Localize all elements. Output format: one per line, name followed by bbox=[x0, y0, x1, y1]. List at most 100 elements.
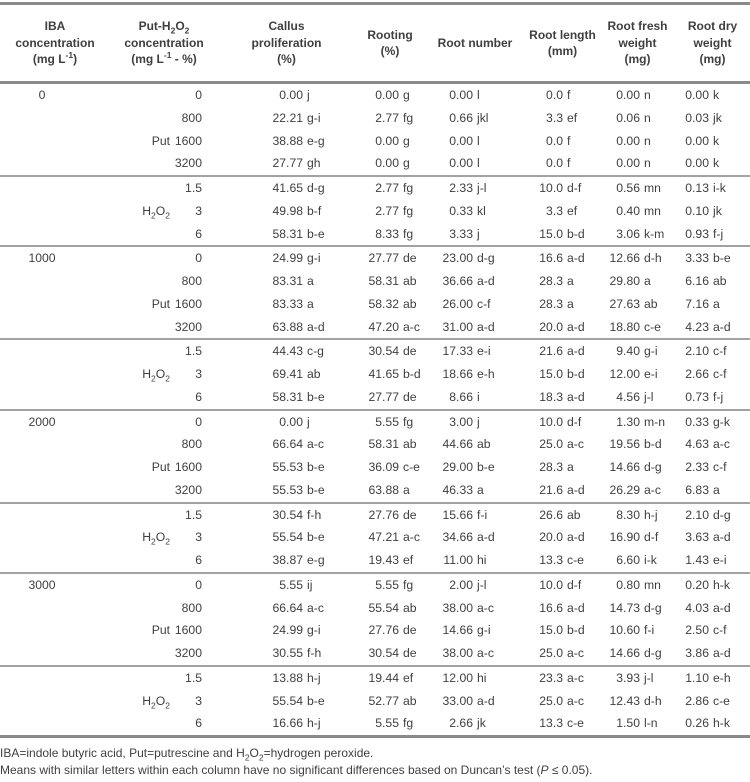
cell-root-length: 18.3 a-d bbox=[539, 389, 585, 404]
iba-block-0: 0 0 0.00 j 0.00 g 0.00 l 0.0 f 0.00 n 0.00 k 800 22.21 g… bbox=[0, 84, 750, 248]
table-row: 3200 63.88 a-d 47.20 a-c 31.00 a-d 20.0 a-d 18.80… bbox=[0, 316, 750, 339]
subgroup-put: 0 0 0.00 j 0.00 g 0.00 l 0.0 f 0.00 n 0.00 k 800 22.21 g… bbox=[0, 84, 750, 177]
cell-callus: 38.88 e-g bbox=[272, 133, 325, 148]
group-label bbox=[110, 549, 174, 572]
cell-root-length: 0.0 f bbox=[546, 133, 571, 148]
iba-block-3000: 3000 0 5.55 ij 5.55 fg 2.00 j-l 10.0 d-f 0.80 mn 0.2… bbox=[0, 574, 750, 735]
cell-root-fresh-weight: 8.30 h-j bbox=[616, 507, 658, 522]
cell-root-number: 0.00 l bbox=[449, 133, 480, 148]
column-header-root-fresh-weight: Root fresh weight (mg) bbox=[607, 19, 668, 67]
cell-callus: 83.33 a bbox=[272, 296, 314, 311]
cell-rooting: 2.77 fg bbox=[375, 203, 414, 218]
cell-callus: 27.77 gh bbox=[272, 156, 321, 171]
cell-rooting: 55.54 ab bbox=[368, 600, 417, 615]
cell-callus: 41.65 d-g bbox=[272, 181, 325, 195]
cell-root-length: 25.0 a-c bbox=[539, 646, 584, 660]
cell-root-number: 0.33 kl bbox=[449, 203, 486, 218]
cell-rooting: 27.77 de bbox=[368, 251, 417, 266]
cell-rooting: 0.00 g bbox=[375, 133, 410, 148]
group-label: H2O2 bbox=[142, 203, 170, 221]
cell-root-dry-weight: 4.63 a-c bbox=[685, 437, 730, 452]
table-row: Put 1600 55.53 b-e 36.09 c-e 29.00 b-e 28.3 a 14.6… bbox=[0, 456, 750, 479]
iba-concentration bbox=[0, 363, 110, 386]
dose-value: 6 bbox=[195, 716, 202, 731]
group-label bbox=[110, 177, 174, 200]
cell-rooting: 41.65 b-d bbox=[368, 367, 421, 381]
cell-rooting: 52.77 ab bbox=[368, 693, 417, 708]
dose-value: 6 bbox=[195, 553, 202, 567]
iba-concentration: 2000 bbox=[28, 414, 56, 429]
group-label: Put bbox=[151, 133, 170, 148]
cell-root-fresh-weight: 6.60 i-k bbox=[616, 553, 657, 567]
dose-value: 1600 bbox=[174, 133, 202, 148]
cell-root-length: 21.6 a-d bbox=[539, 344, 585, 359]
cell-callus: 0.00 j bbox=[279, 88, 310, 102]
group-label bbox=[110, 107, 174, 130]
cell-root-number: 15.66 f-i bbox=[442, 507, 488, 522]
table-row: H2O2 3 55.54 b-e 47.21 a-c 34.66 a-d 20.0 a-d 16.9… bbox=[0, 526, 750, 549]
dose-value: 3 bbox=[195, 203, 202, 218]
cell-root-fresh-weight: 0.00 n bbox=[616, 133, 651, 148]
cell-callus: 58.31 b-e bbox=[272, 226, 325, 241]
iba-concentration bbox=[0, 293, 110, 316]
dose-value: 3200 bbox=[174, 482, 202, 497]
cell-root-fresh-weight: 3.93 j-l bbox=[616, 670, 654, 685]
cell-callus: 16.66 h-j bbox=[272, 716, 321, 731]
table-header: IBA concentration (mg L-1) Put-H2O2 concentr… bbox=[0, 2, 750, 84]
group-label bbox=[110, 712, 174, 735]
subgroup-put: 3000 0 5.55 ij 5.55 fg 2.00 j-l 10.0 d-f 0.80 mn 0.2… bbox=[0, 574, 750, 667]
table-row: Put 1600 38.88 e-g 0.00 g 0.00 l 0.0 f 0.00 n 0.00 k bbox=[0, 130, 750, 153]
cell-root-number: 18.66 e-h bbox=[442, 367, 495, 381]
cell-callus: 5.55 ij bbox=[279, 577, 313, 592]
cell-rooting: 5.55 fg bbox=[375, 716, 414, 731]
cell-root-dry-weight: 0.03 jk bbox=[685, 110, 722, 125]
cell-rooting: 19.43 ef bbox=[368, 553, 414, 567]
cell-root-length: 15.0 b-d bbox=[539, 623, 585, 638]
cell-root-fresh-weight: 18.80 c-e bbox=[609, 319, 661, 334]
cell-root-length: 20.0 a-d bbox=[539, 319, 585, 334]
table-row: 3200 55.53 b-e 63.88 a 46.33 a 21.6 a-d 26.29 a-c 6… bbox=[0, 479, 750, 502]
iba-concentration bbox=[0, 479, 110, 502]
group-label: Put bbox=[151, 460, 170, 474]
cell-root-fresh-weight: 29.80 a bbox=[609, 274, 651, 288]
iba-concentration bbox=[0, 200, 110, 223]
dose-value: 800 bbox=[181, 600, 202, 615]
cell-callus: 55.54 b-e bbox=[272, 693, 325, 708]
cell-root-length: 16.6 a-d bbox=[539, 600, 585, 615]
dose-value: 1600 bbox=[174, 623, 202, 638]
cell-root-dry-weight: 4.23 a-d bbox=[685, 319, 731, 334]
cell-callus: 24.99 g-i bbox=[272, 623, 321, 638]
table-row: 1.5 44.43 c-g 30.54 de 17.33 e-i 21.6 a-d 9.40 g-i… bbox=[0, 340, 750, 363]
cell-rooting: 58.32 ab bbox=[368, 296, 417, 311]
cell-rooting: 2.77 fg bbox=[375, 110, 414, 125]
cell-root-fresh-weight: 14.73 d-g bbox=[609, 600, 662, 615]
table-row: 1.5 30.54 f-h 27.76 de 15.66 f-i 26.6 ab 8.30 h-j 2… bbox=[0, 504, 750, 527]
table-row: H2O2 3 49.98 b-f 2.77 fg 0.33 kl 3.3 ef 0.40 mn 0.10… bbox=[0, 200, 750, 223]
cell-root-number: 36.66 a-d bbox=[442, 274, 495, 288]
dose-value: 1600 bbox=[174, 460, 202, 474]
group-label: Put bbox=[151, 296, 170, 311]
cell-root-dry-weight: 6.16 ab bbox=[685, 274, 727, 288]
group-label bbox=[110, 223, 174, 246]
cell-root-dry-weight: 1.10 e-h bbox=[685, 670, 731, 685]
dose-value: 6 bbox=[195, 389, 202, 404]
iba-concentration bbox=[0, 712, 110, 735]
cell-callus: 66.64 a-c bbox=[272, 437, 324, 452]
iba-concentration bbox=[0, 270, 110, 293]
cell-root-number: 17.33 e-i bbox=[442, 344, 491, 359]
cell-callus: 30.54 f-h bbox=[272, 507, 322, 522]
cell-root-dry-weight: 0.10 jk bbox=[685, 203, 722, 218]
cell-root-length: 25.0 a-c bbox=[539, 437, 584, 452]
group-label: H2O2 bbox=[142, 367, 170, 384]
dose-value: 3 bbox=[195, 367, 202, 381]
cell-callus: 58.31 b-e bbox=[272, 389, 325, 404]
cell-callus: 55.54 b-e bbox=[272, 530, 325, 545]
cell-root-length: 16.6 a-d bbox=[539, 251, 585, 266]
cell-root-dry-weight: 0.00 k bbox=[685, 156, 720, 171]
column-header-root-dry-weight: Root dry weight (mg) bbox=[687, 19, 738, 67]
cell-root-dry-weight: 3.33 b-e bbox=[685, 251, 731, 266]
dose-value: 1.5 bbox=[185, 344, 202, 359]
cell-callus: 44.43 c-g bbox=[272, 344, 324, 359]
group-label: H2O2 bbox=[142, 693, 170, 710]
